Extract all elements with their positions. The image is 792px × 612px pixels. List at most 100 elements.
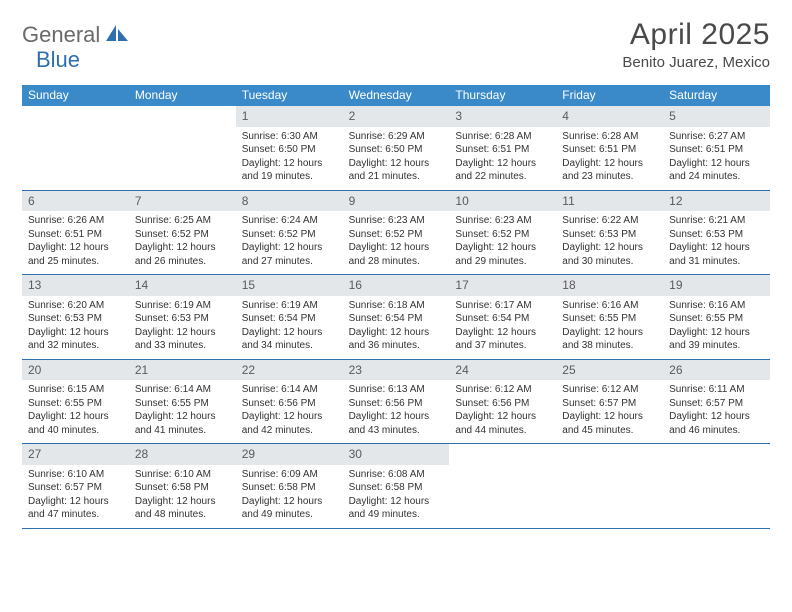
day-cell: 11Sunrise: 6:22 AMSunset: 6:53 PMDayligh… bbox=[556, 191, 663, 275]
day-number: 25 bbox=[562, 363, 575, 377]
weekday-monday: Monday bbox=[129, 85, 236, 106]
day-number: 10 bbox=[455, 194, 468, 208]
day-cell: 26 Sunrise: 6:11 AMSunset: 6:57 PMDayligh… bbox=[663, 360, 770, 444]
sunset-line: Sunset: 6:58 PM bbox=[242, 481, 337, 495]
sunrise-line: Sunrise: 6:14 AM bbox=[242, 383, 337, 397]
sunset-line: Sunset: 6:54 PM bbox=[455, 312, 550, 326]
sunset-line: Sunset: 6:56 PM bbox=[242, 397, 337, 411]
weekday-header: SundayMondayTuesdayWednesdayThursdayFrid… bbox=[22, 85, 770, 106]
weekday-wednesday: Wednesday bbox=[343, 85, 450, 106]
day-cell: 18Sunrise: 6:16 AMSunset: 6:55 PMDayligh… bbox=[556, 275, 663, 359]
sunset-line: Sunset: 6:52 PM bbox=[349, 228, 444, 242]
week-row: 6Sunrise: 6:26 AMSunset: 6:51 PMDaylight… bbox=[22, 191, 770, 276]
week-row: 27Sunrise: 6:10 AMSunset: 6:57 PMDayligh… bbox=[22, 444, 770, 529]
sunset-line: Sunset: 6:52 PM bbox=[242, 228, 337, 242]
weekday-tuesday: Tuesday bbox=[236, 85, 343, 106]
sunrise-line: Sunrise: 6:22 AM bbox=[562, 214, 657, 228]
sunset-line: Sunset: 6:53 PM bbox=[28, 312, 123, 326]
day-cell: 4Sunrise: 6:28 AMSunset: 6:51 PMDaylight… bbox=[556, 106, 663, 190]
sunrise-line: Sunrise: 6:29 AM bbox=[349, 130, 444, 144]
sunset-line: Sunset: 6:50 PM bbox=[349, 143, 444, 157]
sunrise-line: Sunrise: 6:11 AM bbox=[669, 383, 764, 397]
day-cell-empty bbox=[22, 106, 129, 190]
daylight-line: Daylight: 12 hours and 37 minutes. bbox=[455, 326, 550, 353]
day-number: 17 bbox=[455, 278, 468, 292]
day-number: 26 bbox=[669, 363, 682, 377]
daylight-line: Daylight: 12 hours and 25 minutes. bbox=[28, 241, 123, 268]
day-number: 21 bbox=[135, 363, 148, 377]
daylight-line: Daylight: 12 hours and 38 minutes. bbox=[562, 326, 657, 353]
day-cell-empty bbox=[129, 106, 236, 190]
day-cell: 23Sunrise: 6:13 AMSunset: 6:56 PMDayligh… bbox=[343, 360, 450, 444]
day-cell: 10Sunrise: 6:23 AMSunset: 6:52 PMDayligh… bbox=[449, 191, 556, 275]
day-number: 18 bbox=[562, 278, 575, 292]
sunrise-line: Sunrise: 6:12 AM bbox=[455, 383, 550, 397]
day-number: 9 bbox=[349, 194, 356, 208]
day-cell: 9Sunrise: 6:23 AMSunset: 6:52 PMDaylight… bbox=[343, 191, 450, 275]
daylight-line: Daylight: 12 hours and 49 minutes. bbox=[349, 495, 444, 522]
day-cell: 1Sunrise: 6:30 AMSunset: 6:50 PMDaylight… bbox=[236, 106, 343, 190]
day-number: 7 bbox=[135, 194, 142, 208]
logo-text-2: Blue bbox=[36, 47, 80, 73]
sunrise-line: Sunrise: 6:21 AM bbox=[669, 214, 764, 228]
sunset-line: Sunset: 6:56 PM bbox=[349, 397, 444, 411]
day-number: 1 bbox=[242, 109, 249, 123]
daylight-line: Daylight: 12 hours and 45 minutes. bbox=[562, 410, 657, 437]
day-cell: 5Sunrise: 6:27 AMSunset: 6:51 PMDaylight… bbox=[663, 106, 770, 190]
day-cell-empty bbox=[449, 444, 556, 528]
daylight-line: Daylight: 12 hours and 19 minutes. bbox=[242, 157, 337, 184]
logo-text-1: General bbox=[22, 22, 100, 48]
day-number: 19 bbox=[669, 278, 682, 292]
day-number: 15 bbox=[242, 278, 255, 292]
sunrise-line: Sunrise: 6:19 AM bbox=[242, 299, 337, 313]
day-number: 6 bbox=[28, 194, 35, 208]
daylight-line: Daylight: 12 hours and 32 minutes. bbox=[28, 326, 123, 353]
sunset-line: Sunset: 6:58 PM bbox=[135, 481, 230, 495]
sunrise-line: Sunrise: 6:18 AM bbox=[349, 299, 444, 313]
day-cell: 20Sunrise: 6:15 AMSunset: 6:55 PMDayligh… bbox=[22, 360, 129, 444]
daylight-line: Daylight: 12 hours and 39 minutes. bbox=[669, 326, 764, 353]
daylight-line: Daylight: 12 hours and 33 minutes. bbox=[135, 326, 230, 353]
sunrise-line: Sunrise: 6:28 AM bbox=[562, 130, 657, 144]
daylight-line: Daylight: 12 hours and 46 minutes. bbox=[669, 410, 764, 437]
sunrise-line: Sunrise: 6:23 AM bbox=[455, 214, 550, 228]
sunset-line: Sunset: 6:55 PM bbox=[669, 312, 764, 326]
daylight-line: Daylight: 12 hours and 34 minutes. bbox=[242, 326, 337, 353]
sunset-line: Sunset: 6:55 PM bbox=[135, 397, 230, 411]
sunset-line: Sunset: 6:55 PM bbox=[28, 397, 123, 411]
week-row: 13Sunrise: 6:20 AMSunset: 6:53 PMDayligh… bbox=[22, 275, 770, 360]
weekday-saturday: Saturday bbox=[663, 85, 770, 106]
day-cell: 28Sunrise: 6:10 AMSunset: 6:58 PMDayligh… bbox=[129, 444, 236, 528]
day-cell: 14Sunrise: 6:19 AMSunset: 6:53 PMDayligh… bbox=[129, 275, 236, 359]
sunrise-line: Sunrise: 6:27 AM bbox=[669, 130, 764, 144]
day-number: 27 bbox=[28, 447, 41, 461]
sunset-line: Sunset: 6:57 PM bbox=[669, 397, 764, 411]
sunset-line: Sunset: 6:54 PM bbox=[349, 312, 444, 326]
sunset-line: Sunset: 6:51 PM bbox=[455, 143, 550, 157]
daylight-line: Daylight: 12 hours and 31 minutes. bbox=[669, 241, 764, 268]
sunrise-line: Sunrise: 6:12 AM bbox=[562, 383, 657, 397]
sunset-line: Sunset: 6:53 PM bbox=[669, 228, 764, 242]
day-number: 14 bbox=[135, 278, 148, 292]
sunrise-line: Sunrise: 6:10 AM bbox=[135, 468, 230, 482]
day-cell-empty bbox=[663, 444, 770, 528]
sunset-line: Sunset: 6:53 PM bbox=[135, 312, 230, 326]
sunrise-line: Sunrise: 6:13 AM bbox=[349, 383, 444, 397]
day-number: 28 bbox=[135, 447, 148, 461]
day-number: 16 bbox=[349, 278, 362, 292]
sunset-line: Sunset: 6:51 PM bbox=[669, 143, 764, 157]
day-cell: 30Sunrise: 6:08 AMSunset: 6:58 PMDayligh… bbox=[343, 444, 450, 528]
day-cell: 3Sunrise: 6:28 AMSunset: 6:51 PMDaylight… bbox=[449, 106, 556, 190]
daylight-line: Daylight: 12 hours and 36 minutes. bbox=[349, 326, 444, 353]
daylight-line: Daylight: 12 hours and 29 minutes. bbox=[455, 241, 550, 268]
day-cell: 21Sunrise: 6:14 AMSunset: 6:55 PMDayligh… bbox=[129, 360, 236, 444]
day-number: 3 bbox=[455, 109, 462, 123]
sunrise-line: Sunrise: 6:26 AM bbox=[28, 214, 123, 228]
day-cell: 6Sunrise: 6:26 AMSunset: 6:51 PMDaylight… bbox=[22, 191, 129, 275]
day-number: 12 bbox=[669, 194, 682, 208]
day-number: 4 bbox=[562, 109, 569, 123]
daylight-line: Daylight: 12 hours and 27 minutes. bbox=[242, 241, 337, 268]
day-number: 30 bbox=[349, 447, 362, 461]
day-cell: 7Sunrise: 6:25 AMSunset: 6:52 PMDaylight… bbox=[129, 191, 236, 275]
day-number: 11 bbox=[562, 194, 574, 208]
